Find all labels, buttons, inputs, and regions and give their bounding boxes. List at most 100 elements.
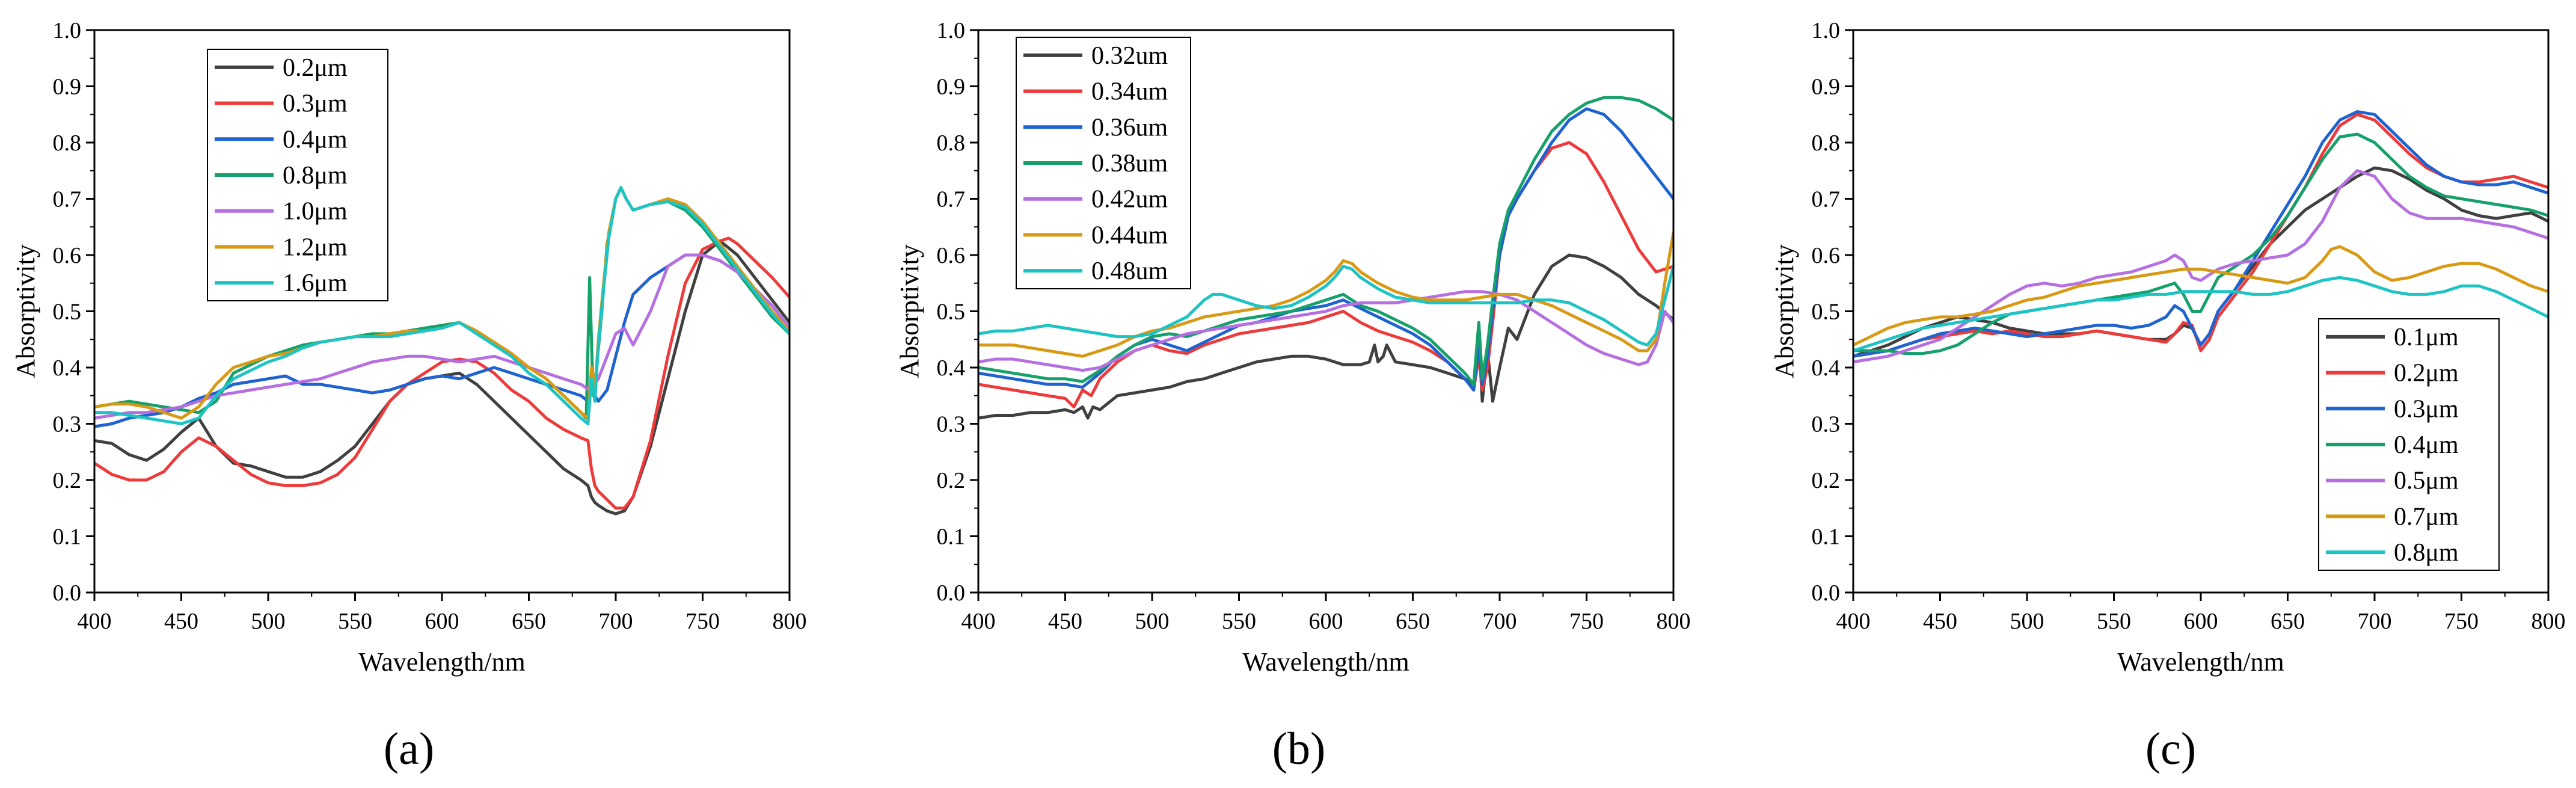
y-tick-label: 0.4: [1812, 356, 1841, 381]
x-tick-label: 700: [1483, 609, 1517, 634]
y-tick-label: 0.2: [937, 468, 966, 493]
y-tick-label: 0.8: [937, 131, 966, 156]
legend-entry: 1.6μm: [283, 269, 348, 297]
y-tick-label: 0.0: [53, 580, 82, 606]
x-axis-title: Wavelength/nm: [1242, 647, 1409, 677]
x-tick-label: 750: [2444, 609, 2479, 634]
legend-entry: 0.48um: [1091, 257, 1168, 285]
x-tick-label: 700: [2358, 609, 2392, 634]
x-tick-label: 650: [1396, 609, 1430, 634]
y-tick-label: 0.0: [1812, 580, 1841, 606]
x-tick-label: 700: [599, 609, 633, 634]
legend: 0.1μm 0.2μm 0.3μm 0.4μm 0.5μm 0.7μm 0.8μm: [2318, 318, 2500, 571]
y-tick-label: 0.6: [53, 243, 82, 268]
series-line-7: [978, 265, 1673, 347]
legend-entry: 0.8μm: [283, 162, 348, 189]
y-axis-title: Absorptivity: [1770, 244, 1799, 378]
x-tick-label: 550: [2097, 609, 2131, 634]
y-tick-label: 0.3: [937, 412, 966, 437]
y-tick-label: 1.0: [937, 18, 966, 43]
chart-panel-2: 400 450 500 550 600 650 700 750 800 0.0 0.1 0.2 0.3 0…: [895, 18, 1691, 774]
y-tick-label: 0.6: [937, 243, 966, 268]
x-tick-label: 400: [1836, 609, 1871, 634]
legend-entry: 0.32um: [1091, 42, 1168, 70]
series-line-2: [94, 236, 790, 510]
legend-entry: 1.2μm: [283, 233, 348, 261]
legend-entry: 1.0μm: [283, 198, 348, 226]
x-tick-label: 800: [773, 609, 807, 634]
y-tick-label: 0.5: [53, 300, 82, 325]
x-tick-label: 500: [2010, 609, 2044, 634]
x-tick-label: 600: [425, 609, 459, 634]
legend-entry: 0.1μm: [2394, 324, 2459, 351]
y-tick-label: 0.9: [1812, 75, 1841, 100]
y-axis-title: Absorptivity: [895, 244, 924, 378]
legend-entry: 0.34um: [1091, 78, 1168, 106]
series-line-5: [94, 253, 790, 420]
series-line-4: [1853, 132, 2548, 356]
x-tick-label: 750: [1569, 609, 1604, 634]
legend-entry: 0.42um: [1091, 186, 1168, 214]
x-tick-label: 400: [78, 609, 112, 634]
legend-entry: 0.38um: [1091, 150, 1168, 177]
series-group: [1853, 110, 2548, 364]
x-tick-label: 650: [512, 609, 546, 634]
legend-entry: 0.2μm: [283, 54, 348, 82]
y-tick-label: 0.5: [937, 300, 966, 325]
legend-entry: 0.4μm: [283, 126, 348, 153]
y-tick-label: 0.4: [937, 356, 966, 381]
y-tick-label: 1.0: [53, 18, 82, 43]
y-tick-label: 0.3: [1812, 412, 1841, 437]
x-tick-label: 600: [2184, 609, 2218, 634]
legend-entry: 0.4μm: [2394, 431, 2459, 459]
y-tick-label: 0.0: [937, 580, 966, 606]
x-tick-label: 550: [1222, 609, 1256, 634]
series-group: [94, 186, 790, 516]
y-tick-label: 0.1: [1812, 525, 1841, 550]
y-tick-label: 0.5: [1812, 300, 1841, 325]
y-tick-label: 0.9: [53, 75, 82, 100]
legend: 0.32um 0.34um 0.36um 0.38um 0.42um 0.44um 0.48…: [1016, 37, 1191, 289]
y-tick-label: 0.8: [53, 131, 82, 156]
x-axis-title: Wavelength/nm: [358, 647, 526, 677]
chart-panel-3: 400 450 500 550 600 650 700 750 800 0.0 0.1 0.2 0.3 0…: [1770, 18, 2566, 774]
y-tick-label: 0.9: [937, 75, 966, 100]
legend: 0.2μm 0.3μm 0.4μm 0.8μm 1.0μm 1.2μm 1.6μm: [207, 49, 388, 301]
series-line-7: [1853, 275, 2548, 352]
y-tick-label: 1.0: [1812, 18, 1841, 43]
x-tick-label: 800: [2532, 609, 2566, 634]
x-tick-label: 450: [1923, 609, 1957, 634]
series-line-5: [978, 290, 1673, 372]
y-axis-title: Absorptivity: [11, 244, 40, 378]
x-tick-label: 800: [1657, 609, 1691, 634]
y-tick-label: 0.1: [937, 525, 966, 550]
x-tick-label: 450: [164, 609, 198, 634]
series-line-4: [94, 186, 790, 420]
y-tick-label: 0.7: [53, 187, 82, 212]
y-tick-label: 0.2: [53, 468, 82, 493]
y-tick-label: 0.8: [1812, 131, 1841, 156]
x-tick-label: 600: [1309, 609, 1343, 634]
panel-label: (b): [1272, 724, 1326, 774]
panel-label: (a): [384, 724, 434, 774]
series-line-1: [978, 253, 1673, 420]
y-tick-label: 0.1: [53, 525, 82, 550]
y-tick-label: 0.6: [1812, 243, 1841, 268]
x-tick-label: 450: [1048, 609, 1082, 634]
series-line-6: [94, 186, 790, 420]
legend-entry: 0.44um: [1091, 221, 1168, 249]
x-tick-label: 550: [338, 609, 372, 634]
legend-entry: 0.3μm: [283, 90, 348, 118]
series-line-7: [94, 186, 790, 425]
legend-entry: 0.8μm: [2394, 539, 2459, 567]
legend-entry: 0.5μm: [2394, 467, 2459, 495]
x-tick-label: 400: [961, 609, 996, 634]
x-tick-label: 750: [685, 609, 720, 634]
x-axis-title: Wavelength/nm: [2117, 647, 2284, 677]
y-tick-label: 0.7: [937, 187, 966, 212]
panel-label: (c): [2145, 724, 2196, 774]
series-line-6: [978, 231, 1673, 358]
x-tick-label: 500: [1135, 609, 1170, 634]
series-group: [978, 96, 1673, 420]
